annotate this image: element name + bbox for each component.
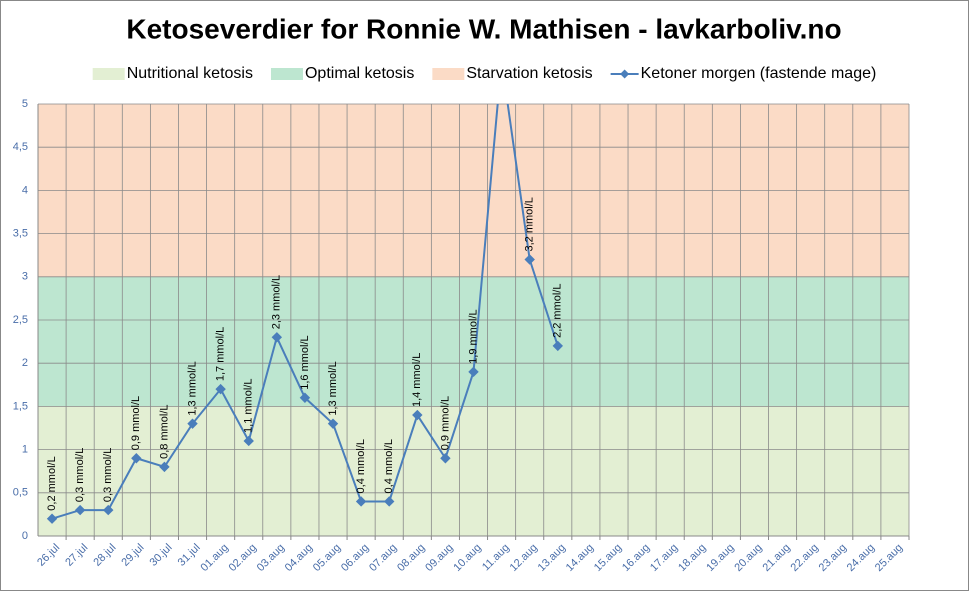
point-marker — [468, 366, 479, 378]
y-tick-label: 5 — [22, 98, 28, 110]
legend-label: Optimal ketosis — [305, 65, 414, 82]
data-label: 3,2 mmol/L — [524, 197, 536, 251]
data-label: 1,1 mmol/L — [243, 379, 255, 433]
point-marker — [103, 504, 114, 516]
ketosis-band — [38, 406, 909, 536]
data-label: 0,8 mmol/L — [158, 404, 170, 458]
point-marker — [552, 340, 563, 352]
y-tick-label: 3,5 — [13, 228, 28, 240]
legend-marker — [620, 69, 630, 79]
data-label: 0,4 mmol/L — [355, 439, 367, 493]
point-marker — [524, 254, 535, 265]
point-marker — [355, 496, 367, 507]
point-marker — [299, 392, 311, 403]
y-tick-label: 4 — [22, 184, 28, 196]
data-label: 1,3 mmol/L — [327, 361, 339, 415]
data-label: 0,3 mmol/L — [102, 448, 114, 502]
data-label: 2,3 mmol/L — [271, 275, 283, 329]
data-label: 0,9 mmol/L — [130, 396, 142, 450]
ketosis-band — [38, 276, 909, 407]
data-label: 1,3 mmol/L — [186, 361, 198, 415]
point-marker — [412, 409, 423, 421]
data-label: 0,4 mmol/L — [383, 439, 395, 493]
y-tick-label: 1,5 — [13, 400, 28, 412]
point-marker — [159, 461, 170, 473]
data-label: 0,2 mmol/L — [46, 456, 58, 510]
point-marker — [243, 435, 254, 447]
data-label: 1,9 mmol/L — [467, 309, 479, 363]
legend-item: Nutritional ketosis — [92, 65, 253, 82]
data-label: 1,7 mmol/L — [215, 327, 227, 381]
legend-label: Nutritional ketosis — [127, 65, 253, 82]
legend-swatch — [432, 68, 465, 80]
data-label: 1,6 mmol/L — [299, 335, 311, 389]
data-label: 2,2 mmol/L — [552, 283, 564, 337]
y-tick-label: 2 — [22, 357, 28, 369]
chart-title: Ketoseverdier for Ronnie W. Mathisen - l… — [126, 13, 841, 44]
legend-label: Starvation ketosis — [466, 65, 592, 82]
point-marker — [327, 418, 339, 429]
y-tick-label: 2,5 — [13, 314, 28, 326]
point-marker — [271, 332, 283, 343]
legend-item: Starvation ketosis — [432, 65, 593, 82]
legend: Nutritional ketosis Optimal ketosis Starva… — [92, 65, 877, 82]
legend-item: Ketoner morgen (fastende mage) — [610, 65, 877, 82]
legend-swatch — [92, 68, 125, 80]
point-marker — [74, 504, 86, 516]
point-marker — [46, 513, 58, 524]
y-tick-label: 3 — [22, 271, 28, 283]
y-tick-label: 1 — [22, 444, 28, 456]
point-marker — [440, 453, 451, 464]
data-label: 0,9 mmol/L — [439, 396, 451, 450]
legend-item: Optimal ketosis — [270, 65, 414, 82]
y-tick-label: 0,5 — [13, 487, 28, 499]
y-tick-label: 4,5 — [13, 141, 28, 153]
legend-label: Ketoner morgen (fastende mage) — [641, 65, 877, 82]
data-label: 1,4 mmol/L — [411, 353, 423, 407]
point-marker — [384, 496, 395, 507]
y-tick-label: 0 — [22, 530, 28, 542]
data-label: 0,3 mmol/L — [74, 448, 86, 502]
point-marker — [215, 383, 226, 395]
legend-swatch — [270, 68, 303, 80]
point-marker — [131, 453, 142, 464]
point-marker — [187, 418, 198, 429]
